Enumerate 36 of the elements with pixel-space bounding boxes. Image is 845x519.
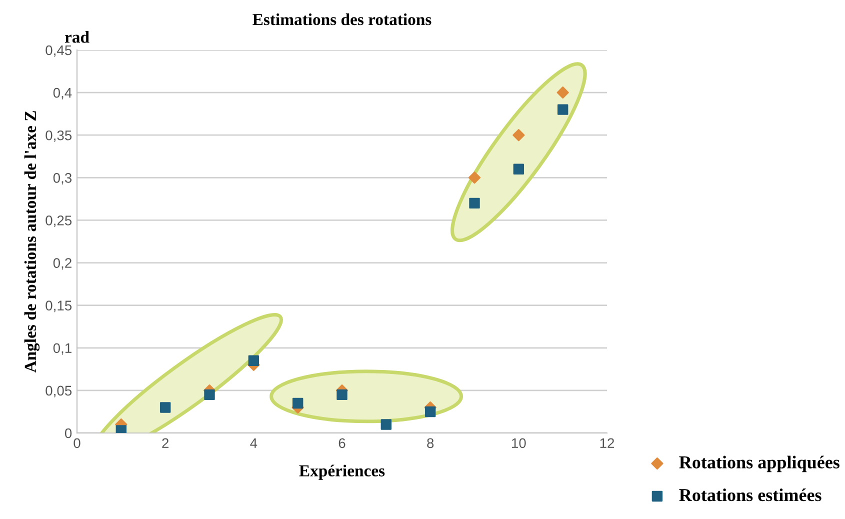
point <box>160 402 171 413</box>
point <box>248 355 260 366</box>
y-axis-title: Angles de rotations autour de l'axe Z <box>24 111 40 373</box>
x-tick-label: 8 <box>427 438 434 448</box>
x-tick-label: 4 <box>250 438 258 448</box>
x-tick-label: 2 <box>162 438 168 448</box>
point <box>468 172 481 184</box>
y-tick-label: 0,1 <box>53 343 72 355</box>
point <box>424 406 436 418</box>
point <box>512 129 525 142</box>
chart-title: Estimations des rotations <box>252 13 432 26</box>
x-tick-label: 6 <box>338 438 346 448</box>
point <box>336 389 348 400</box>
legend-label: Rotations appliquées <box>679 456 840 472</box>
y-tick-label: 0,4 <box>53 88 72 100</box>
y-tick-label: 0,35 <box>46 130 72 142</box>
y-tick-label: 0 <box>64 428 72 438</box>
legend-label: Rotations estimées <box>679 488 822 502</box>
y-tick-label: 0,45 <box>46 45 72 57</box>
text: rad <box>64 31 90 43</box>
point <box>380 419 392 430</box>
point <box>557 104 568 115</box>
point <box>204 389 215 400</box>
y-tick-label: 0,15 <box>46 300 72 312</box>
point <box>469 198 480 209</box>
y-tick-label: 0,25 <box>46 216 72 228</box>
y-tick-label: 0,05 <box>46 386 72 398</box>
x-tick-label: 0 <box>74 438 80 448</box>
x-axis-title: Expériences <box>299 464 385 480</box>
point <box>556 86 569 99</box>
point <box>292 398 304 409</box>
point <box>513 164 524 175</box>
y-tick-label: 0,3 <box>53 173 72 184</box>
x-tick-label: 12 <box>600 438 614 448</box>
y-tick-label: 0,2 <box>53 258 72 270</box>
x-tick-label: 10 <box>512 438 526 448</box>
